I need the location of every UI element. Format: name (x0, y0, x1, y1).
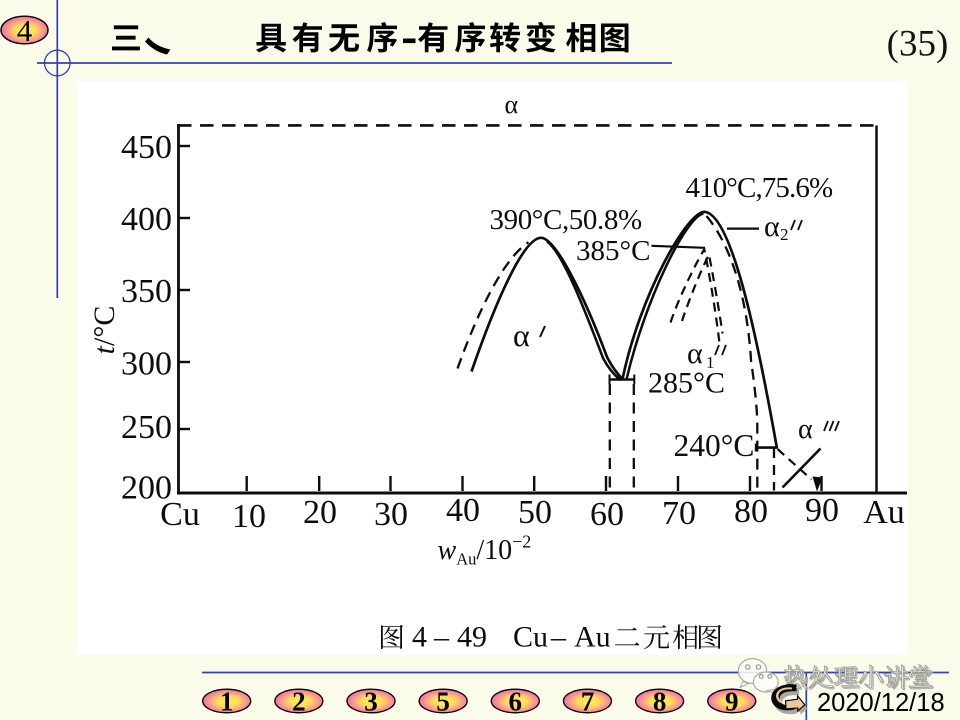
svg-text:80: 80 (734, 493, 768, 530)
svg-text:390°C,50.8%: 390°C,50.8% (490, 204, 642, 236)
svg-text:wAu/10−2: wAu/10−2 (438, 532, 532, 569)
svg-text:8: 8 (653, 687, 667, 717)
svg-text:240°C: 240°C (674, 428, 755, 463)
svg-text:20: 20 (303, 494, 337, 531)
svg-text:9: 9 (725, 687, 739, 717)
svg-text:4: 4 (412, 621, 427, 654)
svg-text:α: α (513, 317, 530, 353)
svg-text:Au: Au (863, 494, 905, 531)
svg-text:250: 250 (121, 409, 172, 446)
svg-text:5: 5 (436, 687, 450, 717)
svg-text:400: 400 (121, 201, 172, 238)
svg-text:3: 3 (364, 687, 378, 717)
svg-text:α: α (505, 90, 519, 119)
svg-text:30: 30 (374, 496, 408, 533)
svg-text:2: 2 (292, 687, 306, 717)
svg-text:10: 10 (232, 498, 266, 535)
svg-text:4: 4 (17, 13, 33, 48)
svg-text:7: 7 (581, 687, 595, 717)
svg-text:6: 6 (509, 687, 523, 717)
svg-text:40: 40 (446, 492, 480, 529)
svg-text:2: 2 (780, 225, 789, 244)
svg-text:1: 1 (706, 353, 715, 372)
svg-text:Au: Au (574, 621, 611, 654)
svg-text:–: – (550, 621, 567, 654)
svg-text:t/°C: t/°C (88, 306, 121, 355)
svg-text:60: 60 (590, 496, 624, 533)
svg-text:α: α (687, 337, 703, 370)
svg-text:Cu: Cu (160, 496, 200, 533)
svg-text:285°C: 285°C (648, 367, 725, 400)
svg-text:50: 50 (518, 494, 552, 531)
svg-text:450: 450 (121, 129, 172, 166)
svg-text:α: α (798, 414, 813, 445)
svg-text:(35): (35) (887, 24, 949, 65)
svg-text:2020/12/18: 2020/12/18 (817, 689, 945, 717)
svg-text:90: 90 (805, 492, 839, 529)
svg-text:70: 70 (662, 495, 696, 532)
svg-text:α: α (764, 210, 780, 243)
svg-text:49: 49 (457, 621, 487, 654)
svg-text:300: 300 (121, 346, 172, 383)
svg-text:Cu: Cu (513, 621, 548, 654)
svg-text:–: – (433, 621, 450, 654)
svg-text:350: 350 (121, 273, 172, 310)
svg-text:410°C,75.6%: 410°C,75.6% (686, 172, 833, 204)
svg-text:1: 1 (220, 687, 234, 717)
svg-text:385°C: 385°C (576, 235, 650, 267)
svg-text:200: 200 (121, 470, 172, 507)
